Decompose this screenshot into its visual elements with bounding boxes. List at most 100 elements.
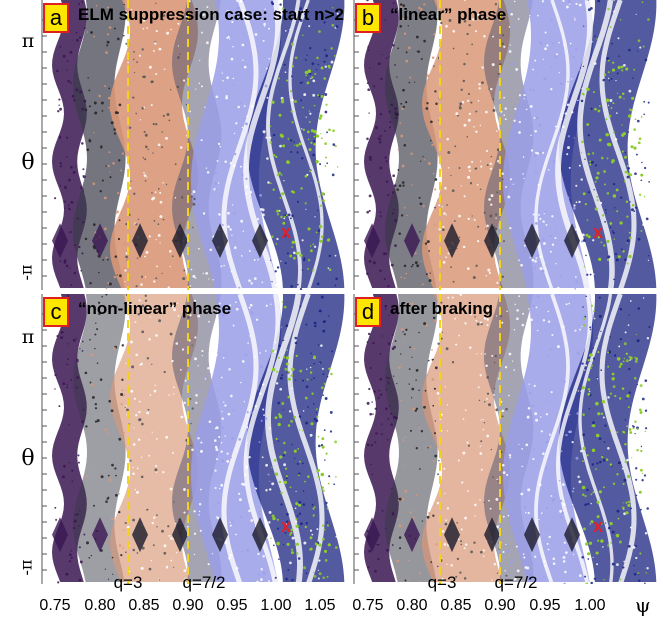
scatter-point bbox=[214, 260, 218, 264]
scatter-point bbox=[366, 82, 369, 85]
scatter-point bbox=[200, 85, 203, 88]
scatter-point bbox=[326, 162, 329, 165]
scatter-point bbox=[294, 144, 296, 147]
scatter-point bbox=[182, 277, 186, 281]
scatter-point bbox=[387, 439, 389, 441]
scatter-point bbox=[619, 338, 622, 341]
scatter-point bbox=[136, 61, 138, 63]
scatter-point bbox=[245, 177, 248, 181]
scatter-point bbox=[312, 514, 315, 517]
green-point bbox=[315, 231, 318, 234]
scatter-point bbox=[514, 303, 516, 306]
scatter-point bbox=[109, 176, 112, 179]
green-point bbox=[581, 485, 586, 490]
scatter-point bbox=[90, 554, 92, 557]
scatter-point bbox=[483, 34, 486, 38]
scatter-point bbox=[464, 409, 467, 412]
scatter-point bbox=[530, 149, 534, 152]
scatter-point bbox=[151, 192, 153, 194]
scatter-point bbox=[94, 347, 96, 350]
green-point bbox=[321, 192, 325, 196]
scatter-point bbox=[510, 12, 514, 16]
scatter-point bbox=[380, 423, 383, 425]
green-point bbox=[302, 106, 304, 109]
panel-letter-badge-c: c bbox=[43, 297, 69, 327]
scatter-point bbox=[458, 214, 461, 218]
scatter-point bbox=[291, 214, 294, 217]
scatter-point bbox=[460, 528, 463, 531]
scatter-point bbox=[445, 24, 448, 28]
island-curve bbox=[266, 0, 302, 290]
scatter-point bbox=[445, 214, 448, 216]
scatter-point bbox=[518, 295, 521, 298]
scatter-point bbox=[115, 474, 117, 477]
scatter-point bbox=[376, 543, 378, 546]
scatter-point bbox=[414, 81, 416, 83]
scatter-point bbox=[157, 233, 161, 237]
scatter-point bbox=[643, 166, 647, 170]
scatter-point bbox=[607, 255, 611, 259]
scatter-point bbox=[468, 169, 471, 172]
scatter-point bbox=[146, 357, 150, 360]
scatter-point bbox=[191, 344, 193, 347]
scatter-point bbox=[598, 314, 602, 318]
scatter-point bbox=[463, 0, 466, 1]
scatter-point bbox=[115, 493, 118, 497]
scatter-point bbox=[288, 410, 292, 413]
scatter-point bbox=[266, 157, 269, 160]
scatter-point bbox=[534, 171, 537, 174]
scatter-point bbox=[154, 465, 158, 468]
green-point bbox=[278, 113, 282, 117]
scatter-point bbox=[109, 171, 111, 173]
scatter-point bbox=[332, 143, 336, 146]
scatter-point bbox=[333, 483, 336, 486]
scatter-point bbox=[445, 347, 449, 351]
scatter-point bbox=[298, 500, 302, 504]
scatter-point bbox=[66, 136, 69, 139]
scatter-point bbox=[437, 342, 440, 345]
scatter-point bbox=[267, 181, 270, 184]
scatter-point bbox=[426, 515, 430, 519]
scatter-point bbox=[166, 113, 170, 116]
scatter-point bbox=[244, 122, 248, 126]
scatter-point bbox=[314, 216, 316, 218]
scatter-point bbox=[529, 88, 532, 91]
scatter-point bbox=[587, 558, 590, 560]
scatter-point bbox=[116, 111, 120, 115]
scatter-point bbox=[318, 559, 321, 562]
scatter-point bbox=[312, 79, 316, 83]
y-tick-minus-pi-top: -π bbox=[16, 264, 36, 281]
scatter-point bbox=[109, 476, 112, 478]
scatter-point bbox=[542, 238, 545, 242]
scatter-point bbox=[320, 133, 322, 135]
scatter-point bbox=[266, 96, 269, 99]
green-point bbox=[606, 258, 609, 262]
scatter-point bbox=[144, 276, 147, 278]
scatter-point bbox=[503, 96, 505, 99]
scatter-point bbox=[155, 72, 158, 76]
scatter-point bbox=[333, 421, 336, 424]
scatter-point bbox=[599, 460, 602, 464]
scatter-point bbox=[396, 188, 399, 191]
scatter-point bbox=[238, 286, 241, 289]
scatter-point bbox=[147, 148, 149, 150]
scatter-point bbox=[509, 456, 512, 459]
scatter-point bbox=[388, 314, 390, 317]
scatter-point bbox=[559, 82, 563, 86]
scatter-point bbox=[595, 468, 597, 470]
scatter-point bbox=[574, 19, 576, 21]
poincare-plot-b: x bbox=[353, 0, 657, 290]
scatter-point bbox=[195, 581, 198, 584]
scatter-point bbox=[293, 141, 295, 143]
scatter-point bbox=[640, 445, 643, 448]
scatter-point bbox=[101, 110, 104, 112]
scatter-point bbox=[64, 186, 67, 189]
scatter-point bbox=[597, 230, 599, 233]
scatter-point bbox=[278, 344, 281, 348]
scatter-point bbox=[471, 215, 473, 217]
scatter-point bbox=[394, 340, 397, 343]
scatter-point bbox=[307, 267, 310, 270]
scatter-point bbox=[544, 47, 547, 51]
green-point bbox=[619, 362, 623, 366]
scatter-point bbox=[463, 195, 466, 198]
